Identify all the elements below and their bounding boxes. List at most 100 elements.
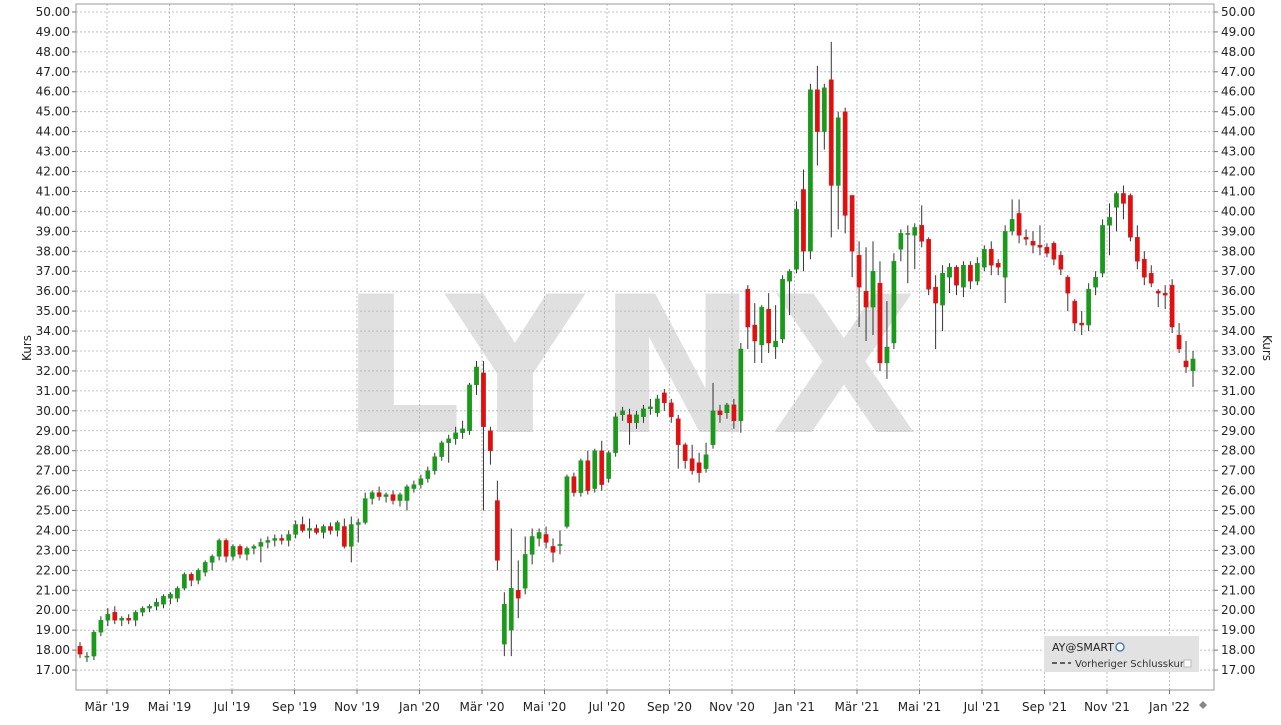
candle-body [898, 233, 904, 250]
candle-up [613, 412, 618, 457]
candle-down [488, 426, 493, 465]
candle-up [1093, 271, 1098, 296]
y-tick-label-left: 32.00 [36, 364, 70, 378]
candle-body [307, 528, 312, 531]
candle-body [1190, 358, 1196, 372]
candle-up [98, 616, 104, 637]
candle-up [425, 466, 431, 483]
candle-body [230, 546, 236, 557]
candle-body [696, 462, 702, 473]
x-tick-label: Jan '21 [773, 700, 815, 714]
x-tick-label: Jan '22 [1148, 700, 1190, 714]
candle-up [592, 448, 598, 493]
candle-up [154, 598, 159, 611]
candle-body [362, 498, 368, 523]
y-tick-label-left: 38.00 [36, 244, 70, 258]
candle-body [175, 588, 180, 599]
candle-body [515, 590, 521, 599]
y-tick-label-left: 21.00 [36, 583, 70, 597]
candle-body [1016, 213, 1022, 236]
y-tick-label-left: 29.00 [36, 424, 70, 438]
legend-toggle-icon[interactable] [1183, 659, 1192, 668]
candle-body [286, 534, 292, 541]
candle-up [898, 229, 904, 262]
candle-body [703, 454, 709, 469]
y-tick-label-left: 33.00 [36, 344, 70, 358]
candle-up [202, 560, 208, 577]
candle-down [1079, 311, 1085, 336]
candle-body [1134, 237, 1140, 262]
candle-up [140, 606, 145, 617]
candle-down [328, 522, 333, 535]
candle-down [223, 538, 229, 563]
candle-body [947, 267, 952, 278]
candle-up [91, 630, 97, 661]
y-tick-label-left: 34.00 [36, 324, 70, 338]
x-tick-label: Jul '19 [213, 700, 251, 714]
candle-body [745, 288, 751, 328]
candle-up [1009, 199, 1015, 236]
candle-up [1107, 203, 1112, 256]
candle-body [1030, 241, 1036, 246]
candle-body [495, 500, 500, 561]
x-tick-label: Mai '21 [898, 700, 941, 714]
candle-down [627, 408, 632, 445]
candle-body [752, 324, 758, 342]
y-tick-label-right: 17.00 [1221, 663, 1255, 677]
y-tick-label-left: 37.00 [36, 264, 70, 278]
candle-body [272, 538, 278, 541]
candle-down [237, 544, 243, 559]
candle-down [543, 526, 549, 549]
candle-down [815, 65, 820, 166]
y-tick-label-left: 23.00 [36, 543, 70, 557]
candle-body [731, 404, 737, 421]
candle-down [300, 516, 305, 533]
candle-up [286, 530, 292, 547]
candle-body [467, 384, 472, 431]
candle-up [397, 492, 403, 507]
candle-down [1023, 229, 1029, 246]
candle-down [842, 107, 848, 234]
plot-frame [75, 3, 1215, 691]
candle-body [787, 271, 792, 282]
candle-body [870, 271, 876, 308]
candle-up [432, 452, 438, 475]
candle-up [258, 538, 264, 563]
candle-up [655, 394, 660, 417]
candle-body [627, 414, 632, 423]
candle-body [223, 540, 229, 557]
y-tick-label-right: 33.00 [1221, 344, 1255, 358]
candle-body [620, 410, 625, 416]
candle-up [787, 269, 792, 316]
info-icon[interactable] [1115, 642, 1125, 652]
candle-body [522, 554, 528, 589]
candle-up [439, 440, 445, 461]
candle-body [202, 562, 208, 573]
candle-body [390, 494, 396, 501]
candle-up [355, 518, 361, 543]
candle-body [981, 249, 987, 268]
candle-down [1155, 289, 1161, 308]
candle-body [919, 225, 925, 242]
y-tick-label-right: 25.00 [1221, 504, 1255, 518]
candle-body [529, 536, 535, 555]
candle-down [1072, 299, 1078, 332]
candle-body [488, 430, 493, 451]
candle-body [279, 538, 285, 541]
candle-body [1086, 288, 1092, 326]
candle-down [390, 490, 396, 505]
candle-up [905, 225, 911, 284]
candle-up [181, 572, 187, 591]
candle-body [209, 556, 215, 563]
scroll-arrow-icon[interactable] [1199, 701, 1207, 709]
candle-down [112, 606, 118, 625]
y-tick-label-right: 39.00 [1221, 224, 1255, 238]
candle-down [919, 205, 925, 248]
candle-body [300, 524, 305, 531]
candle-up [321, 524, 326, 539]
candle-body [181, 574, 187, 589]
candle-down [682, 442, 688, 469]
candle-body [940, 273, 945, 306]
candle-body [335, 522, 340, 531]
candle-body [1141, 259, 1147, 278]
